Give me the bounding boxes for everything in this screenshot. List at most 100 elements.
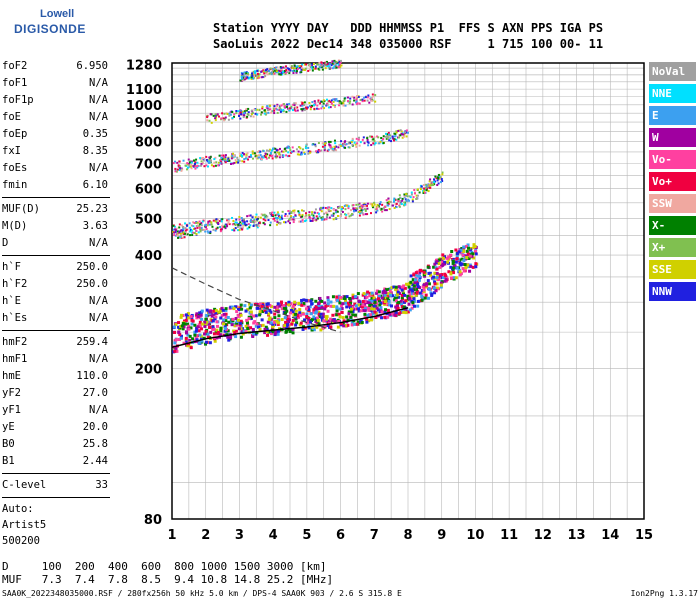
echo-point bbox=[253, 108, 256, 111]
echo-point bbox=[282, 108, 285, 111]
echo-point bbox=[278, 156, 281, 159]
echo-point bbox=[314, 143, 317, 146]
echo-point bbox=[399, 196, 402, 199]
echo-point bbox=[344, 301, 348, 305]
echo-point bbox=[358, 144, 361, 147]
echo-point bbox=[271, 110, 274, 113]
echo-point bbox=[443, 262, 447, 266]
echo-point bbox=[405, 193, 408, 196]
echo-point bbox=[234, 316, 238, 320]
echo-point bbox=[313, 67, 316, 70]
echo-point bbox=[312, 62, 315, 65]
echo-point bbox=[320, 306, 324, 310]
param-row: h`F2 250.0 bbox=[2, 276, 110, 293]
echo-point bbox=[287, 328, 291, 332]
echo-point bbox=[300, 71, 303, 74]
echo-point bbox=[218, 115, 221, 118]
echo-point bbox=[176, 230, 179, 233]
separator bbox=[2, 473, 110, 474]
echo-point bbox=[208, 119, 211, 122]
echo-point bbox=[360, 318, 364, 322]
echo-point bbox=[190, 167, 193, 170]
echo-point bbox=[308, 101, 311, 104]
echo-point bbox=[343, 143, 346, 146]
echo-point bbox=[288, 212, 291, 215]
echo-point bbox=[240, 153, 243, 156]
echo-point bbox=[249, 310, 253, 314]
echo-point bbox=[183, 319, 187, 323]
echo-point bbox=[284, 72, 287, 75]
echo-point bbox=[340, 64, 343, 67]
echo-point bbox=[301, 213, 304, 216]
echo-point bbox=[333, 139, 336, 142]
echo-point bbox=[268, 148, 271, 151]
echo-point bbox=[323, 149, 326, 152]
echo-point bbox=[311, 219, 314, 222]
echo-point bbox=[203, 324, 207, 328]
echo-point bbox=[314, 208, 317, 211]
echo-point bbox=[367, 319, 371, 323]
echo-point bbox=[298, 153, 301, 156]
echo-point bbox=[235, 310, 239, 314]
echo-point bbox=[398, 204, 401, 207]
echo-point bbox=[353, 96, 356, 99]
echo-point bbox=[268, 149, 271, 152]
echo-point bbox=[173, 234, 176, 237]
echo-point bbox=[202, 156, 205, 159]
echo-point bbox=[276, 321, 280, 325]
echo-point bbox=[191, 337, 195, 341]
echo-point bbox=[283, 214, 286, 217]
echo-point bbox=[224, 315, 228, 319]
echo-point bbox=[318, 215, 321, 218]
echo-point bbox=[216, 226, 219, 229]
echo-point bbox=[239, 117, 242, 120]
echo-point bbox=[209, 330, 213, 334]
echo-point bbox=[402, 284, 406, 288]
echo-point bbox=[316, 318, 320, 322]
echo-point bbox=[234, 223, 237, 226]
echo-point bbox=[323, 107, 326, 110]
echo-point bbox=[326, 296, 330, 300]
echo-point bbox=[375, 289, 379, 293]
echo-point bbox=[310, 302, 314, 306]
echo-point bbox=[355, 203, 358, 206]
echo-point bbox=[326, 149, 329, 152]
echo-point bbox=[317, 107, 320, 110]
echo-point bbox=[205, 320, 209, 324]
echo-point bbox=[396, 306, 400, 310]
echo-point bbox=[309, 217, 312, 220]
echo-point bbox=[226, 335, 230, 339]
echo-point bbox=[260, 213, 263, 216]
echo-point bbox=[314, 67, 317, 70]
echo-point bbox=[300, 152, 303, 155]
echo-point bbox=[456, 252, 460, 256]
echo-point bbox=[200, 163, 203, 166]
echo-point bbox=[341, 302, 345, 306]
echo-point bbox=[336, 100, 339, 103]
echo-point bbox=[311, 325, 315, 329]
echo-point bbox=[197, 222, 200, 225]
echo-point bbox=[222, 117, 225, 120]
echo-point bbox=[242, 116, 245, 119]
echo-point bbox=[434, 288, 438, 292]
param-value: N/A bbox=[89, 353, 108, 365]
echo-point bbox=[410, 193, 413, 196]
echo-point bbox=[332, 148, 335, 151]
echo-point bbox=[416, 304, 420, 308]
echo-point bbox=[321, 326, 325, 330]
echo-point bbox=[265, 308, 269, 312]
echo-point bbox=[306, 106, 309, 109]
echo-point bbox=[408, 199, 411, 202]
echo-point bbox=[449, 265, 453, 269]
echo-point bbox=[205, 164, 208, 167]
echo-point bbox=[236, 318, 240, 322]
echo-point bbox=[323, 324, 327, 328]
echo-point bbox=[339, 215, 342, 218]
echo-point bbox=[375, 291, 379, 295]
echo-point bbox=[312, 214, 315, 217]
echo-point bbox=[411, 283, 415, 287]
echo-point bbox=[359, 204, 362, 207]
echo-point bbox=[317, 151, 320, 154]
echo-point bbox=[336, 210, 339, 213]
echo-point bbox=[328, 143, 331, 146]
